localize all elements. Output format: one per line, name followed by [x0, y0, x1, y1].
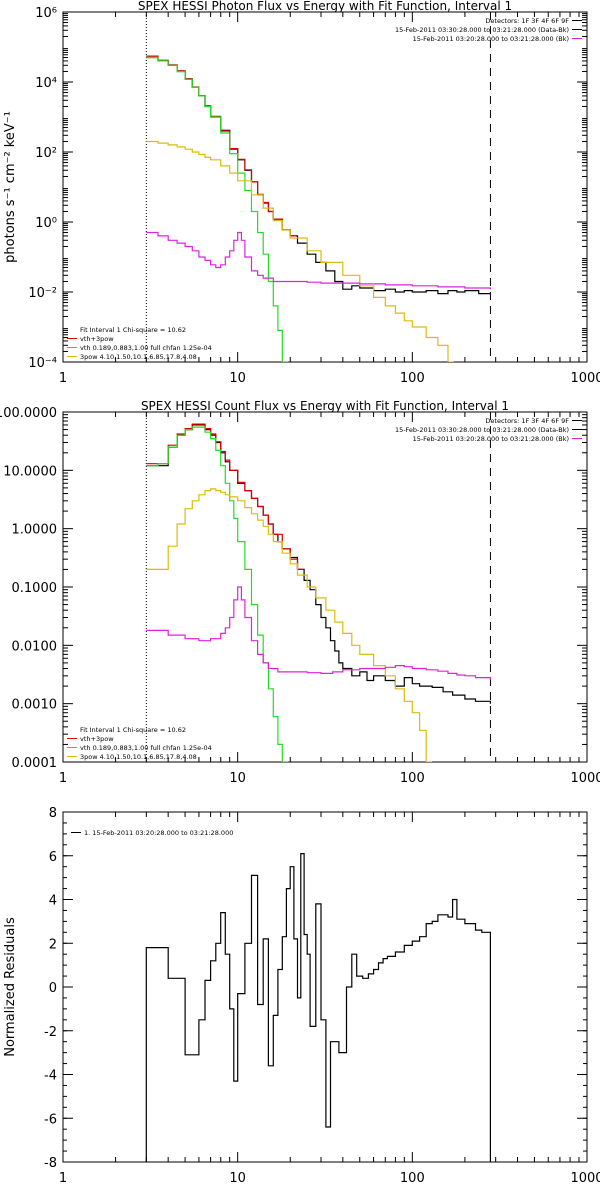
x-tick-label: 10	[229, 771, 246, 786]
y-tick-label: 10⁶	[35, 6, 57, 21]
y-tick-label: 1.0000	[12, 523, 58, 538]
chart-panel-2: SPEX HESSI Count Flux vs Energy with Fit…	[0, 399, 600, 786]
y-tick-label: 10⁰	[35, 216, 57, 231]
y-axis-label: photons s⁻¹ cm⁻² keV⁻¹	[3, 111, 18, 263]
y-axis-label: Normalized Residuals	[3, 917, 18, 1057]
chart-panel-3: Normalized Residuals 1 10 100 1000 -8 -6 -4 -2 0 2…	[3, 806, 600, 1186]
y-tick-label: -8	[44, 1156, 57, 1171]
x-tick-label: 10	[229, 1171, 246, 1186]
x-tick-label: 1	[59, 1171, 67, 1186]
y-tick-label: 10⁻⁴	[28, 356, 57, 371]
y-tick-label: -4	[44, 1069, 57, 1084]
x-tick-label: 1000	[570, 371, 600, 386]
legend-bottom-left-text: vth 0.189,0.883,1.00 full chfan 1.25e-04	[80, 344, 212, 352]
legend-top-right-text: 15-Feb-2011 03:30:28.000 to 03:21:28.000…	[395, 426, 569, 434]
y-tick-label: -2	[44, 1025, 57, 1040]
legend-bottom-left-text: vth+3pow	[80, 335, 114, 343]
legend-bottom-left-text: vth+3pow	[80, 735, 114, 743]
x-tick-label: 100	[400, 1171, 425, 1186]
series-line-5	[146, 586, 491, 680]
legend-top-right-text: 15-Feb-2011 03:20:28.000 to 03:21:28.000…	[413, 35, 569, 43]
series-line-1	[145, 853, 491, 1162]
x-tick-label: 10	[229, 371, 246, 386]
series-group	[145, 853, 491, 1162]
y-tick-label: 0.1000	[12, 581, 58, 596]
x-tick-label: 100	[400, 371, 425, 386]
x-tick-label: 1	[59, 771, 67, 786]
y-tick-label: 10⁴	[35, 76, 57, 91]
y-tick-label: 2	[49, 937, 57, 952]
chart-panel-1: SPEX HESSI Photon Flux vs Energy with Fi…	[3, 0, 600, 386]
series-line-4	[146, 140, 454, 362]
series-line-4	[146, 488, 432, 762]
series-line-5	[146, 231, 491, 290]
plot-frame	[62, 11, 588, 363]
y-tick-label: -6	[44, 1112, 57, 1127]
legend-top-right-text: Detectors: 1F 3F 4F 6F 9F	[485, 417, 569, 425]
y-tick-label: 6	[49, 850, 57, 865]
legend-top-right-text: 15-Feb-2011 03:30:28.000 to 03:21:28.000…	[395, 26, 569, 34]
y-tick-label: 8	[49, 806, 57, 821]
y-tick-label: 100.0000	[0, 406, 57, 421]
y-tick-label: 0	[49, 981, 57, 996]
series-line-3	[146, 56, 289, 362]
y-tick-label: 0.0001	[12, 756, 58, 771]
legend-top-right-text: 15-Feb-2011 03:20:28.000 to 03:21:28.000…	[413, 435, 569, 443]
x-tick-label: 1000	[570, 771, 600, 786]
y-tick-label: 10⁻²	[28, 286, 57, 301]
legend-bottom-left-text: vth 0.189,0.883,1.00 full chfan 1.25e-04	[80, 744, 212, 752]
x-tick-label: 1	[59, 371, 67, 386]
y-tick-label: 10.0000	[3, 464, 57, 479]
series-group	[146, 423, 491, 762]
legend-bottom-left-text: Fit Interval 1 Chi-square = 10.62	[80, 326, 186, 334]
series-line-2	[146, 423, 304, 570]
legend-bottom-left-text: Fit Interval 1 Chi-square = 10.62	[80, 726, 186, 734]
y-tick-label: 0.0010	[12, 698, 58, 713]
legend-bottom-left-text: 3pow 4.10,1.50,10.1,6.85,17.8,4.08	[80, 353, 197, 361]
series-group	[146, 55, 491, 362]
y-tick-label: 4	[49, 894, 57, 909]
chart-title: SPEX HESSI Photon Flux vs Energy with Fi…	[138, 0, 512, 13]
legend-bottom-left-text: 3pow 4.10,1.50,10.1,6.85,17.8,4.08	[80, 753, 197, 761]
chart-title: SPEX HESSI Count Flux vs Energy with Fit…	[141, 399, 509, 413]
series-line-3	[146, 426, 289, 762]
x-tick-label: 1000	[570, 1171, 600, 1186]
legend-top-left-text: 1. 15-Feb-2011 03:20:28.000 to 03:21:28.…	[84, 829, 233, 837]
x-tick-label: 100	[400, 771, 425, 786]
y-tick-label: 10²	[35, 146, 57, 161]
y-tick-label: 0.0100	[12, 639, 58, 654]
legend-top-right-text: Detectors: 1F 3F 4F 6F 9F	[485, 17, 569, 25]
